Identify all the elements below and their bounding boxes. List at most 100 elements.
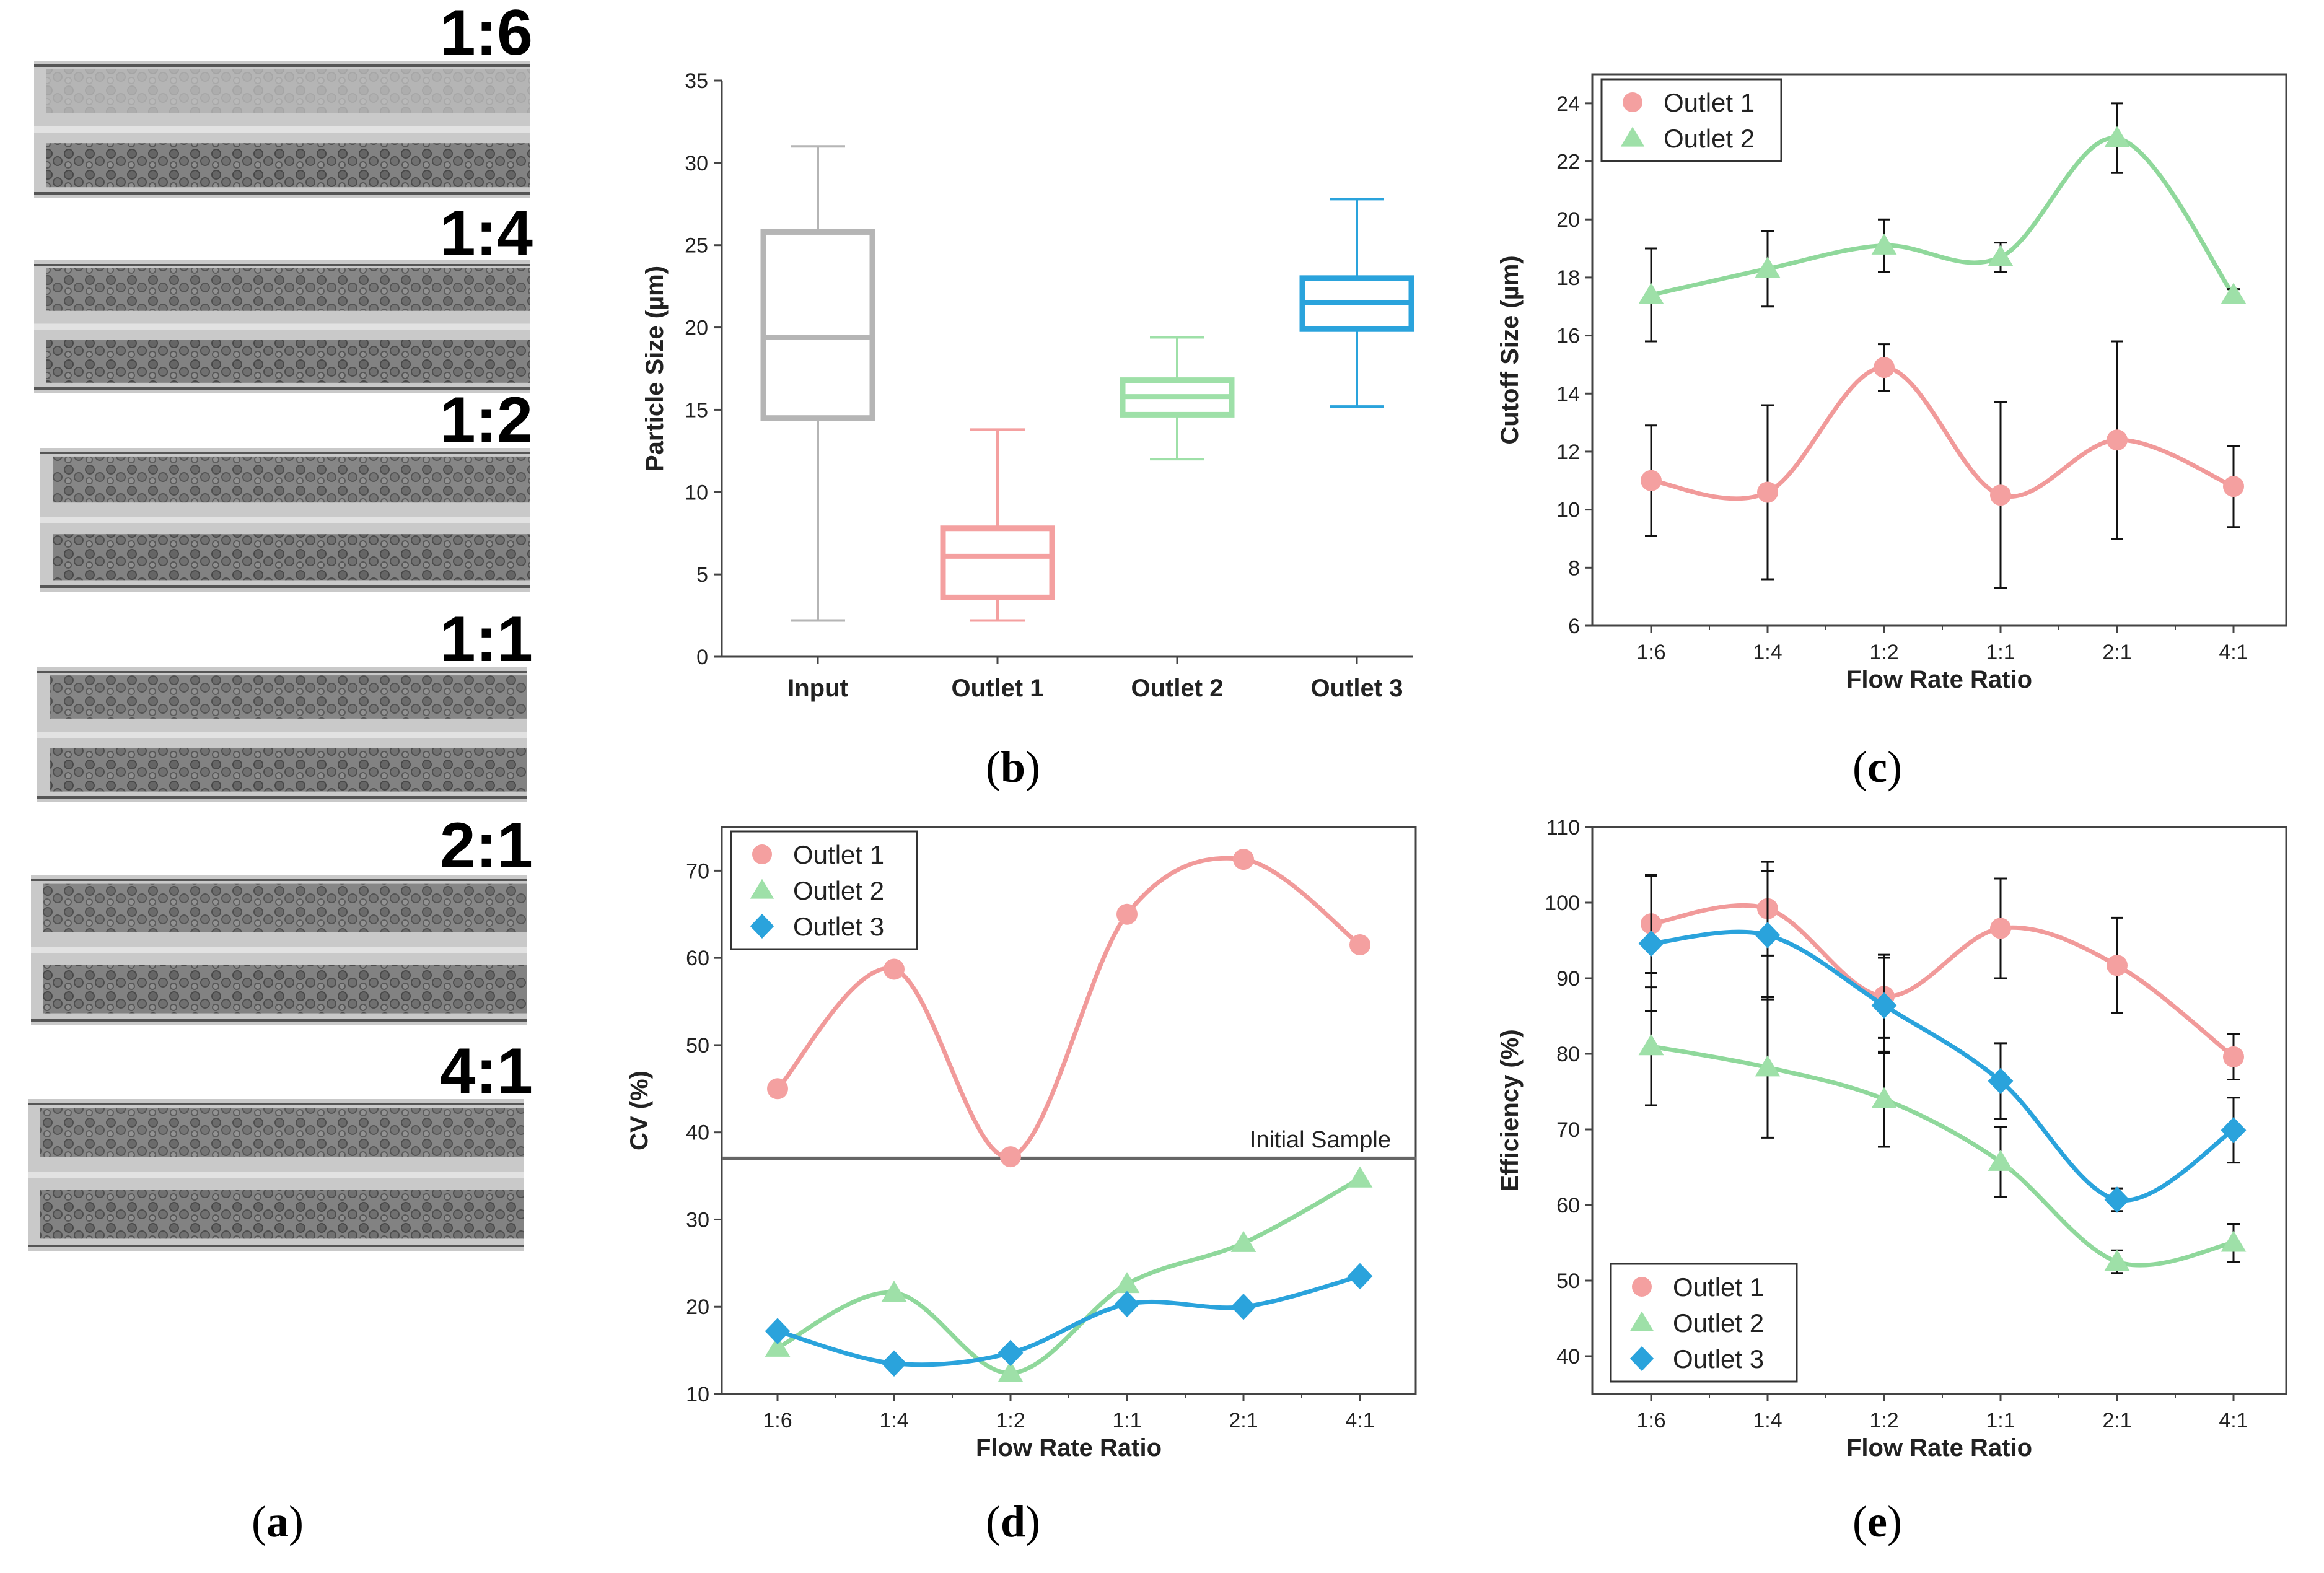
series-outlet-2	[1638, 986, 2247, 1274]
plot-frame	[1591, 826, 2287, 1395]
y-tick-label: 0	[696, 646, 708, 669]
legend: Outlet 1 Outlet 2	[1600, 78, 1782, 162]
series-line	[1651, 365, 2235, 501]
x-tick-label: 4:1	[1345, 1409, 1374, 1432]
x-tick-label: 1:2	[1869, 641, 1898, 664]
y-tick-label: 60	[686, 947, 709, 970]
y-tick-label: 50	[1556, 1269, 1580, 1293]
x-tick-label: Outlet 1	[952, 675, 1044, 702]
y-axis-title: Particle Size (µm)	[641, 266, 669, 471]
data-point	[765, 1318, 791, 1344]
data-point	[1755, 1055, 1781, 1077]
y-tick-label: 50	[686, 1034, 709, 1058]
y-tick-label: 35	[685, 69, 708, 93]
cell-stream-bottom	[40, 1190, 524, 1239]
x-tick-label: 1:4	[1753, 1409, 1782, 1432]
legend-label: Outlet 2	[793, 876, 884, 905]
cell-stream-bottom	[46, 340, 530, 383]
micrograph-image	[37, 667, 527, 802]
data-point	[1638, 930, 1664, 957]
panel-label-e: (e)	[1853, 1497, 1902, 1546]
micrograph-image	[31, 875, 527, 1025]
data-point	[2104, 126, 2130, 147]
data-point	[2104, 1186, 2130, 1213]
y-tick-label: 60	[1556, 1194, 1580, 1217]
series-outlet-2	[1638, 102, 2247, 343]
ratio-label: 1:1	[440, 603, 533, 675]
micrograph-image	[28, 1099, 524, 1251]
data-point	[1871, 233, 1897, 255]
data-point	[1638, 1034, 1664, 1056]
legend-marker	[1629, 1311, 1654, 1331]
cell-stream-bottom	[53, 534, 530, 581]
data-point	[2221, 1230, 2247, 1252]
data-point	[2223, 476, 2244, 497]
box-input	[760, 145, 875, 622]
data-point	[2107, 429, 2128, 451]
data-point	[1874, 357, 1895, 379]
y-tick-label: 30	[685, 152, 708, 175]
y-axis-title: Cutoff Size (µm)	[1496, 255, 1524, 444]
y-tick-label: 24	[1556, 92, 1580, 116]
plot-frame	[1591, 73, 2287, 627]
data-point	[1116, 903, 1138, 925]
data-point	[1638, 283, 1664, 304]
x-tick-label: 1:1	[1112, 1409, 1141, 1432]
x-tick-label: 2:1	[1229, 1409, 1258, 1432]
data-point	[1347, 1263, 1373, 1290]
legend-marker	[750, 914, 774, 939]
y-tick-label: 22	[1556, 151, 1580, 174]
x-tick-label: 4:1	[2219, 641, 2248, 664]
x-tick-label: 1:1	[1986, 641, 2015, 664]
cell-stream-top	[43, 883, 527, 932]
data-point	[1988, 1149, 2014, 1171]
y-tick-label: 70	[1556, 1118, 1580, 1142]
legend-label: Outlet 3	[793, 912, 884, 941]
data-point	[998, 1360, 1024, 1382]
iqr-box	[760, 229, 875, 421]
ratio-label: 1:6	[440, 0, 533, 69]
data-point	[1641, 470, 1662, 491]
data-point	[2223, 1046, 2244, 1067]
data-point	[2104, 1249, 2130, 1271]
data-point	[1990, 918, 2011, 939]
series-line	[1651, 903, 2235, 1059]
y-tick-label: 40	[1556, 1345, 1580, 1369]
series-outlet-1	[767, 849, 1370, 1168]
y-tick-label: 10	[686, 1383, 709, 1406]
y-tick-label: 100	[1545, 892, 1580, 915]
y-tick-label: 30	[686, 1208, 709, 1232]
cell-stream-bottom	[46, 143, 530, 188]
cell-stream-top	[40, 1108, 524, 1157]
data-point	[1349, 934, 1370, 956]
cutoff-size-chart: 6 8 10 12 14 16 18 20 22 24 1:6 1:4 1:2 1:1 2:1 4:1 Flow…	[1496, 73, 2287, 693]
x-axis-title: Flow Rate Ratio	[1846, 666, 2032, 693]
y-tick-label: 5	[696, 563, 708, 587]
micrograph-image	[34, 61, 530, 198]
legend-label: Outlet 1	[1664, 88, 1755, 117]
x-tick-label: 1:6	[763, 1409, 792, 1432]
legend: Outlet 1 Outlet 2 Outlet 3	[730, 830, 918, 950]
x-tick-label: 4:1	[2219, 1409, 2248, 1432]
data-point	[998, 1339, 1024, 1367]
x-tick-label: 2:1	[2102, 1409, 2131, 1432]
y-tick-label: 10	[1556, 499, 1580, 522]
panel-label-c: (c)	[1853, 742, 1902, 792]
data-point	[1230, 1293, 1256, 1320]
data-point	[1230, 1230, 1256, 1252]
data-point	[881, 1281, 907, 1302]
data-point	[1233, 849, 1254, 870]
ratio-label: 1:4	[440, 198, 533, 269]
y-tick-label: 18	[1556, 266, 1580, 290]
ratio-label: 4:1	[440, 1035, 533, 1107]
data-point	[1000, 1146, 1021, 1168]
x-tick-label: Outlet 2	[1131, 675, 1224, 702]
series-outlet-3	[1638, 870, 2247, 1213]
x-tick-label: 1:2	[1869, 1409, 1898, 1432]
y-axis-title: CV (%)	[626, 1071, 653, 1150]
panel-label-a: (a)	[252, 1497, 304, 1546]
x-tick-label: 1:4	[1753, 641, 1782, 664]
y-tick-label: 70	[686, 859, 709, 883]
y-tick-label: 6	[1568, 615, 1580, 638]
